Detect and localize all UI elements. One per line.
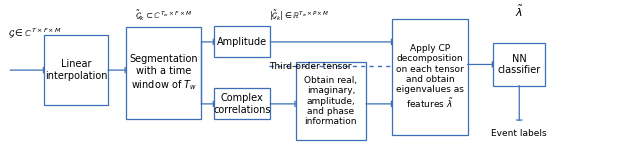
Text: $\tilde{\lambda}$: $\tilde{\lambda}$ [515, 4, 524, 19]
Text: $|\tilde{\mathcal{G}}_k| \in \mathbb{R}^{T_w \times P \times M}$: $|\tilde{\mathcal{G}}_k| \in \mathbb{R}^… [269, 9, 330, 23]
Text: Obtain real,
imaginary,
amplitude,
and phase
information: Obtain real, imaginary, amplitude, and p… [304, 76, 357, 126]
Bar [392, 19, 467, 135]
Bar [214, 26, 270, 57]
Bar [493, 43, 545, 86]
Text: Amplitude: Amplitude [217, 37, 267, 47]
Text: Linear
interpolation: Linear interpolation [45, 59, 108, 81]
Bar [44, 35, 108, 105]
Bar [214, 88, 270, 119]
Text: NN
classifier: NN classifier [498, 54, 541, 75]
Text: Apply CP
decomposition
on each tensor
and obtain
eigenvalues as
features $\tilde: Apply CP decomposition on each tensor an… [396, 44, 464, 110]
Text: $\tilde{\mathcal{G}}_k \subset \mathbb{C}^{T_w \times F \times M}$: $\tilde{\mathcal{G}}_k \subset \mathbb{C… [135, 9, 192, 23]
Text: $\mathcal{G} \in \mathbb{C}^{T \times F \times M}$: $\mathcal{G} \in \mathbb{C}^{T \times F … [8, 27, 62, 40]
Bar [126, 27, 201, 119]
Bar [296, 62, 366, 140]
Text: Segmentation
with a time
window of $T_w$: Segmentation with a time window of $T_w$ [129, 54, 198, 92]
Text: Third-order tensor: Third-order tensor [269, 62, 351, 71]
Text: Complex
correlations: Complex correlations [213, 93, 271, 115]
Text: Event labels: Event labels [492, 129, 547, 138]
